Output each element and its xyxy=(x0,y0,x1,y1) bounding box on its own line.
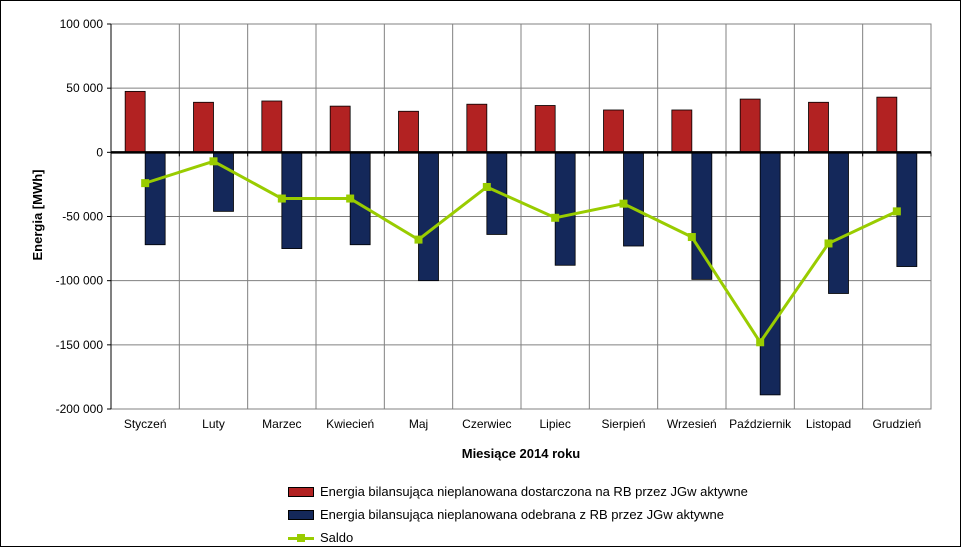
bars xyxy=(124,90,918,396)
y-tick-label: -50 000 xyxy=(62,210,103,224)
legend-label-delivered: Energia bilansująca nieplanowana dostarc… xyxy=(320,484,748,499)
saldo-point-9 xyxy=(756,338,765,347)
grid xyxy=(110,23,932,410)
bar-delivered-4 xyxy=(398,110,419,153)
bar-received-8 xyxy=(691,151,713,280)
x-tick-label: Styczeń xyxy=(124,417,167,431)
bar-delivered-3 xyxy=(329,105,351,153)
legend-label-saldo: Saldo xyxy=(320,530,354,545)
saldo-point-4 xyxy=(414,235,423,244)
bar-delivered-6 xyxy=(534,105,556,153)
legend: Energia bilansująca nieplanowana dostarc… xyxy=(288,480,748,549)
bar-received-6 xyxy=(554,151,576,266)
y-tick-label: -100 000 xyxy=(56,274,104,288)
legend-label-received: Energia bilansująca nieplanowana odebran… xyxy=(320,507,724,522)
x-tick-label: Luty xyxy=(202,417,225,431)
y-tick-labels: 100 000 50 000 0 -50 000 -100 000 -150 000 -20… xyxy=(56,17,104,416)
legend-item-received: Energia bilansująca nieplanowana odebran… xyxy=(288,503,748,526)
saldo-point-11 xyxy=(892,207,901,216)
x-tick-label: Czerwiec xyxy=(462,417,511,431)
bar-received-4 xyxy=(418,151,439,282)
legend-swatch-received xyxy=(288,509,314,520)
legend-swatch-delivered xyxy=(288,486,314,497)
legend-item-delivered: Energia bilansująca nieplanowana dostarc… xyxy=(288,480,748,503)
bar-delivered-0 xyxy=(124,90,146,153)
bar-delivered-9 xyxy=(739,98,761,153)
bar-delivered-8 xyxy=(671,109,693,153)
axes xyxy=(107,23,932,410)
x-tick-label: Wrzesień xyxy=(667,417,717,431)
x-tick-label: Kwiecień xyxy=(326,417,374,431)
saldo-point-2 xyxy=(277,194,286,203)
bar-received-9 xyxy=(759,151,781,396)
x-tick-label: Lipiec xyxy=(539,417,570,431)
saldo-point-6 xyxy=(551,213,560,222)
y-tick-label: 100 000 xyxy=(60,17,104,31)
bar-delivered-10 xyxy=(808,101,829,153)
x-tick-label: Listopad xyxy=(806,417,851,431)
saldo-point-1 xyxy=(209,157,218,166)
bar-received-7 xyxy=(623,151,644,247)
saldo-line xyxy=(141,157,901,347)
bar-delivered-1 xyxy=(193,101,214,153)
y-tick-label: 50 000 xyxy=(66,81,103,95)
x-tick-label: Marzec xyxy=(262,417,301,431)
x-tick-label: Grudzień xyxy=(872,417,921,431)
bar-delivered-11 xyxy=(876,96,898,153)
x-tick-labels: Styczeń Luty Marzec Kwiecień Maj Czerwiec Lipi… xyxy=(124,417,921,431)
bar-delivered-7 xyxy=(603,109,624,153)
legend-swatch-saldo xyxy=(288,533,314,543)
x-axis-title: Miesiące 2014 roku xyxy=(462,446,581,461)
y-tick-label: 0 xyxy=(96,145,103,159)
x-tick-label: Maj xyxy=(409,417,428,431)
saldo-point-3 xyxy=(346,194,355,203)
saldo-point-0 xyxy=(141,179,150,188)
saldo-polyline xyxy=(144,159,898,344)
x-tick-label: Październik xyxy=(729,417,792,431)
y-axis-title: Energia [MWh] xyxy=(30,170,45,261)
legend-item-saldo: Saldo xyxy=(288,526,748,549)
saldo-point-8 xyxy=(687,233,696,242)
bar-delivered-5 xyxy=(466,103,488,153)
y-tick-label: -200 000 xyxy=(56,402,104,416)
x-tick-label: Sierpień xyxy=(601,417,645,431)
bar-received-10 xyxy=(828,151,849,294)
bar-delivered-2 xyxy=(261,100,283,153)
saldo-point-5 xyxy=(482,182,491,191)
saldo-point-7 xyxy=(619,199,628,208)
y-tick-label: -150 000 xyxy=(56,338,104,352)
saldo-point-10 xyxy=(824,239,833,248)
bar-received-0 xyxy=(144,151,166,246)
